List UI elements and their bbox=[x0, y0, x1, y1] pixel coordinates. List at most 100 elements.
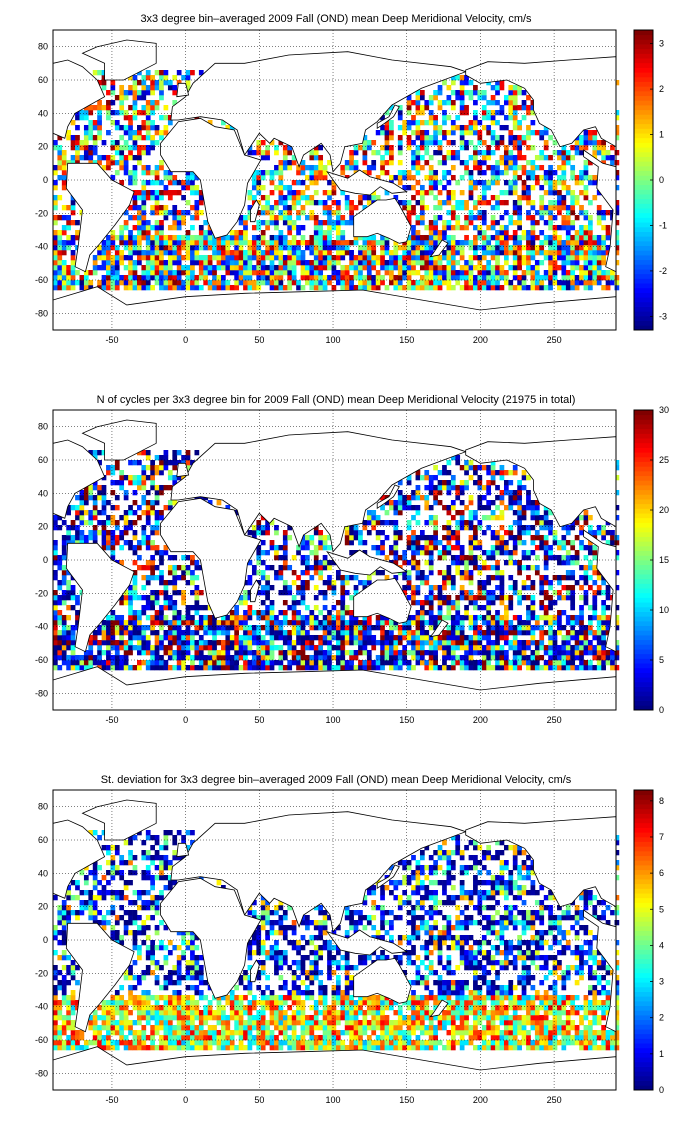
data-cell bbox=[106, 270, 111, 276]
data-cell bbox=[185, 180, 191, 186]
data-cell bbox=[530, 615, 536, 621]
data-cell bbox=[455, 260, 461, 266]
data-cell bbox=[362, 195, 368, 201]
data-cell bbox=[389, 125, 394, 131]
data-cell bbox=[305, 240, 310, 246]
data-cell bbox=[212, 255, 217, 261]
data-cell bbox=[145, 600, 151, 606]
data-cell bbox=[137, 235, 142, 241]
data-cell bbox=[66, 645, 71, 651]
data-cell bbox=[154, 610, 160, 616]
data-cell bbox=[393, 535, 399, 541]
data-cell bbox=[70, 535, 76, 541]
data-cell bbox=[411, 530, 416, 536]
data-cell bbox=[389, 500, 394, 506]
data-cell bbox=[583, 255, 589, 261]
data-cell bbox=[225, 645, 231, 651]
data-cell bbox=[495, 575, 500, 581]
data-cell bbox=[473, 150, 478, 156]
data-cell bbox=[137, 230, 142, 236]
data-cell bbox=[424, 640, 430, 646]
data-cell bbox=[229, 660, 235, 666]
data-cell bbox=[106, 160, 111, 166]
data-cell bbox=[508, 575, 514, 581]
data-cell bbox=[565, 220, 571, 226]
data-cell bbox=[128, 645, 133, 651]
data-cell bbox=[181, 600, 186, 606]
data-cell bbox=[366, 170, 372, 176]
data-cell bbox=[145, 135, 151, 141]
data-cell bbox=[442, 655, 447, 661]
data-cell bbox=[300, 580, 306, 586]
data-cell bbox=[75, 665, 80, 671]
data-cell bbox=[340, 250, 346, 256]
data-cell bbox=[154, 485, 160, 491]
data-cell bbox=[428, 645, 434, 651]
data-cell bbox=[88, 510, 94, 516]
data-cell bbox=[167, 280, 173, 286]
data-cell bbox=[397, 180, 403, 186]
data-cell bbox=[349, 595, 354, 601]
data-cell bbox=[331, 615, 337, 621]
data-cell bbox=[167, 245, 173, 251]
colorbar-segment bbox=[634, 222, 653, 228]
data-cell bbox=[464, 655, 469, 661]
data-cell bbox=[150, 170, 155, 176]
colorbar-segment bbox=[634, 48, 653, 54]
data-cell bbox=[318, 220, 324, 226]
data-cell bbox=[473, 120, 478, 126]
data-cell bbox=[61, 225, 67, 231]
data-cell bbox=[583, 135, 589, 141]
data-cell bbox=[172, 640, 178, 646]
data-cell bbox=[256, 525, 262, 531]
data-cell bbox=[97, 80, 102, 86]
data-cell bbox=[521, 285, 527, 291]
data-cell bbox=[468, 130, 474, 136]
data-cell bbox=[362, 285, 368, 291]
data-cell bbox=[97, 125, 102, 131]
data-cell bbox=[481, 230, 487, 236]
data-cell bbox=[114, 640, 120, 646]
data-cell bbox=[247, 270, 253, 276]
data-cell bbox=[185, 455, 191, 461]
data-cell bbox=[176, 70, 182, 76]
data-cell bbox=[260, 195, 266, 201]
data-cell bbox=[176, 220, 182, 226]
data-cell bbox=[543, 180, 549, 186]
data-cell bbox=[442, 575, 447, 581]
data-cell bbox=[389, 270, 394, 276]
data-cell bbox=[543, 145, 549, 151]
data-cell bbox=[512, 100, 518, 106]
data-cell bbox=[172, 475, 178, 481]
data-cell bbox=[557, 285, 562, 291]
data-cell bbox=[101, 450, 107, 456]
data-cell bbox=[83, 535, 89, 541]
data-cell bbox=[53, 570, 58, 576]
data-cell bbox=[141, 275, 147, 281]
data-cell bbox=[353, 620, 359, 626]
data-cell bbox=[154, 530, 160, 536]
data-cell bbox=[428, 220, 434, 226]
data-cell bbox=[66, 580, 71, 586]
data-cell bbox=[508, 135, 514, 141]
data-cell bbox=[176, 180, 182, 186]
data-cell bbox=[512, 190, 518, 196]
data-cell bbox=[260, 600, 266, 606]
colorbar-segment bbox=[634, 133, 653, 139]
data-cell bbox=[123, 595, 129, 601]
data-cell bbox=[397, 510, 403, 516]
data-cell bbox=[327, 280, 332, 286]
data-cell bbox=[486, 575, 492, 581]
data-cell bbox=[490, 650, 496, 656]
data-cell bbox=[278, 180, 284, 186]
data-cell bbox=[287, 635, 293, 641]
data-cell bbox=[499, 465, 505, 471]
data-cell bbox=[464, 525, 469, 531]
data-cell bbox=[79, 115, 85, 121]
data-cell bbox=[313, 215, 319, 221]
data-cell bbox=[526, 245, 531, 251]
data-cell bbox=[119, 105, 125, 111]
data-cell bbox=[415, 105, 421, 111]
data-cell bbox=[512, 545, 518, 551]
data-cell bbox=[424, 250, 430, 256]
